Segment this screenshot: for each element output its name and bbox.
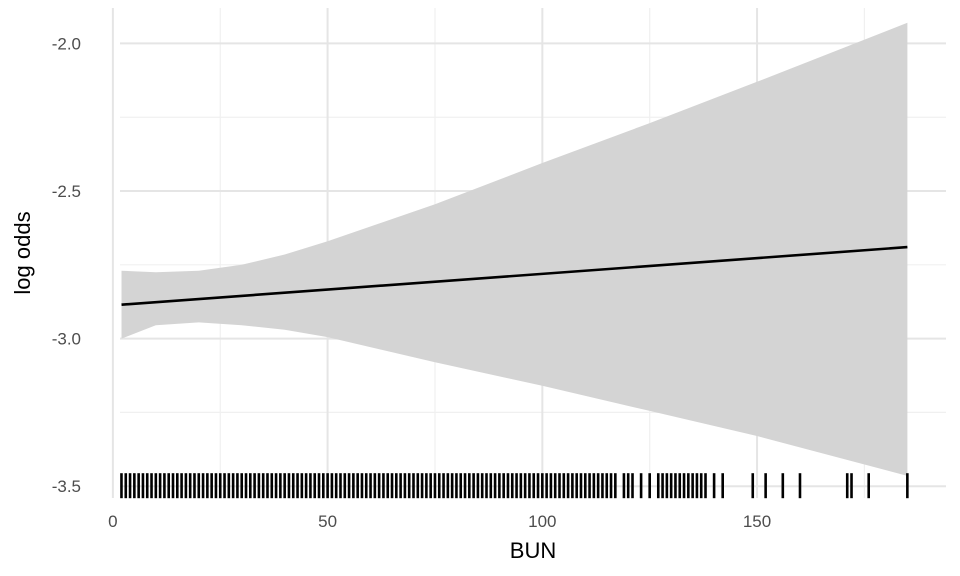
y-tick-label: -2.5	[52, 182, 81, 201]
y-tick-label: -3.0	[52, 330, 81, 349]
x-tick-label: 50	[318, 512, 337, 531]
x-tick-labels: 0 50 100 150	[108, 512, 771, 531]
rug-marks	[120, 473, 909, 499]
x-tick-label: 100	[528, 512, 556, 531]
y-tick-label: -2.0	[52, 34, 81, 53]
fit-line-group	[121, 245, 908, 306]
x-tick-label: 150	[743, 512, 771, 531]
y-tick-labels: -3.5 -3.0 -2.5 -2.0	[52, 34, 81, 496]
x-tick-label: 0	[108, 512, 117, 531]
confidence-band	[121, 22, 908, 476]
x-axis-title: BUN	[510, 538, 556, 563]
y-tick-label: -3.5	[52, 477, 81, 496]
fit-line	[121, 245, 908, 306]
y-axis-title: log odds	[10, 211, 35, 294]
